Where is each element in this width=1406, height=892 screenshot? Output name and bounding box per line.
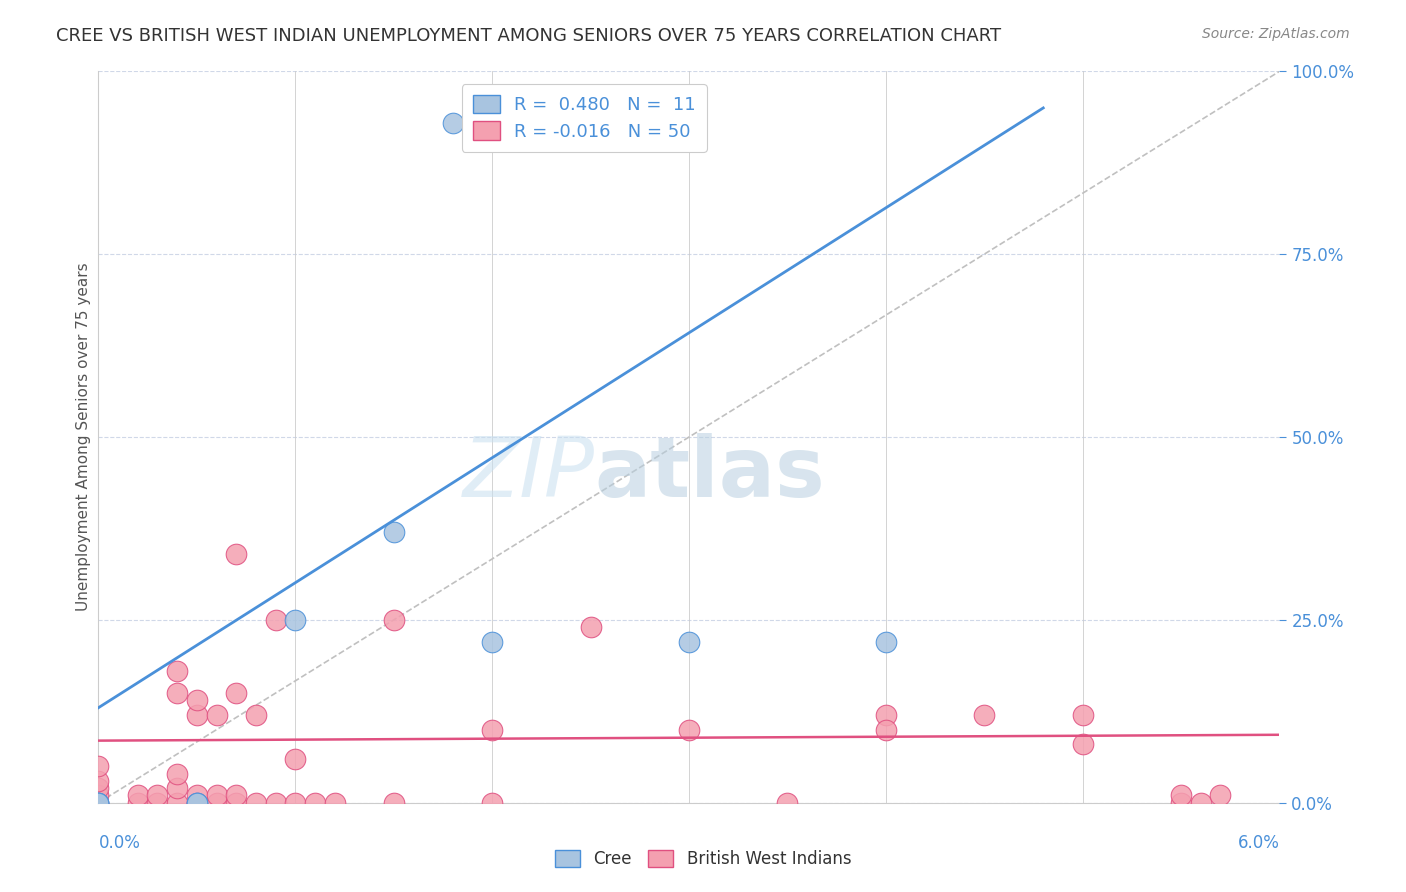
Point	[678, 635, 700, 649]
Point	[245, 708, 267, 723]
Point	[225, 789, 247, 803]
Point	[146, 796, 169, 810]
Point	[166, 664, 188, 678]
Legend: Cree, British West Indians: Cree, British West Indians	[548, 843, 858, 875]
Point	[186, 693, 208, 707]
Text: CREE VS BRITISH WEST INDIAN UNEMPLOYMENT AMONG SENIORS OVER 75 YEARS CORRELATION: CREE VS BRITISH WEST INDIAN UNEMPLOYMENT…	[56, 27, 1001, 45]
Point	[166, 766, 188, 780]
Point	[481, 796, 503, 810]
Point	[875, 635, 897, 649]
Point	[382, 796, 405, 810]
Point	[245, 796, 267, 810]
Point	[186, 796, 208, 810]
Point	[1209, 789, 1232, 803]
Legend: R =  0.480   N =  11, R = -0.016   N = 50: R = 0.480 N = 11, R = -0.016 N = 50	[461, 84, 707, 152]
Point	[186, 708, 208, 723]
Point	[87, 781, 110, 796]
Point	[166, 796, 188, 810]
Point	[1071, 708, 1094, 723]
Point	[87, 789, 110, 803]
Point	[127, 796, 149, 810]
Point	[205, 789, 228, 803]
Point	[481, 635, 503, 649]
Point	[579, 620, 602, 634]
Point	[382, 525, 405, 540]
Point	[186, 796, 208, 810]
Point	[87, 796, 110, 810]
Text: atlas: atlas	[595, 434, 825, 514]
Point	[264, 613, 287, 627]
Point	[1189, 796, 1212, 810]
Point	[87, 796, 110, 810]
Point	[186, 789, 208, 803]
Point	[205, 796, 228, 810]
Point	[323, 796, 346, 810]
Text: 0.0%: 0.0%	[98, 834, 141, 852]
Point	[875, 708, 897, 723]
Point	[284, 752, 307, 766]
Point	[1170, 796, 1192, 810]
Y-axis label: Unemployment Among Seniors over 75 years: Unemployment Among Seniors over 75 years	[76, 263, 91, 611]
Point	[146, 789, 169, 803]
Point	[127, 789, 149, 803]
Point	[225, 686, 247, 700]
Point	[304, 796, 326, 810]
Point	[1170, 789, 1192, 803]
Point	[87, 796, 110, 810]
Point	[441, 115, 464, 129]
Point	[87, 796, 110, 810]
Point	[225, 796, 247, 810]
Point	[973, 708, 995, 723]
Point	[186, 796, 208, 810]
Point	[382, 613, 405, 627]
Text: ZIP: ZIP	[463, 434, 595, 514]
Point	[87, 759, 110, 773]
Point	[875, 723, 897, 737]
Point	[166, 686, 188, 700]
Text: 6.0%: 6.0%	[1237, 834, 1279, 852]
Point	[186, 796, 208, 810]
Point	[284, 796, 307, 810]
Point	[87, 773, 110, 788]
Point	[1071, 737, 1094, 751]
Point	[205, 708, 228, 723]
Point	[166, 781, 188, 796]
Point	[284, 613, 307, 627]
Point	[264, 796, 287, 810]
Text: Source: ZipAtlas.com: Source: ZipAtlas.com	[1202, 27, 1350, 41]
Point	[481, 723, 503, 737]
Point	[776, 796, 799, 810]
Point	[678, 723, 700, 737]
Point	[225, 547, 247, 561]
